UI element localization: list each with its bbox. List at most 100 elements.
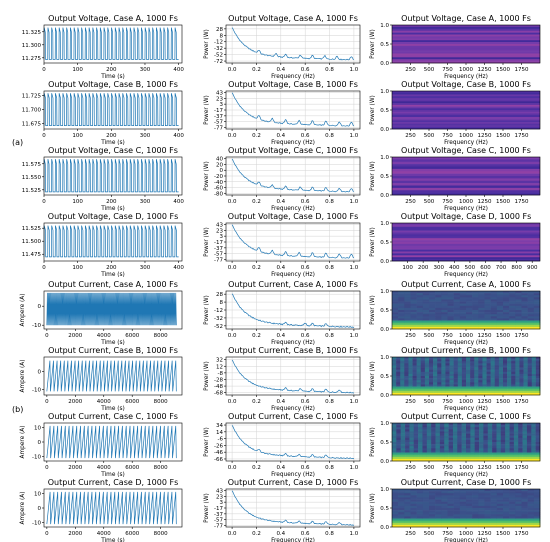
heatmap-cell [409, 448, 415, 451]
heatmap-cell [483, 446, 489, 449]
heatmap-cell [479, 435, 484, 439]
heatmap-cell [531, 446, 536, 449]
heatmap-cell [404, 501, 411, 505]
heatmap-cell [483, 439, 489, 443]
heatmap-cell [418, 433, 423, 436]
heatmap-cell [439, 423, 445, 426]
heatmap-cell [405, 423, 410, 426]
heatmap-cell [527, 324, 535, 328]
heatmap-cell [424, 376, 430, 379]
heatmap-cell [503, 489, 510, 492]
heatmap-cell [453, 503, 461, 507]
y-tick-label: 0.5 [380, 240, 389, 246]
heatmap-cell [533, 324, 541, 328]
heatmap-cell [470, 371, 475, 375]
heatmap-cell [461, 376, 467, 379]
heatmap-cell [409, 442, 415, 445]
x-tick-label: 0.6 [301, 531, 310, 537]
heatmap-cell [444, 448, 449, 451]
heatmap-cell [461, 369, 467, 373]
heatmap-cell [437, 371, 442, 375]
heatmap-cell [486, 376, 491, 379]
heatmap-cell [521, 291, 528, 294]
heatmap-cell [410, 516, 417, 519]
heatmap-cell [515, 524, 522, 528]
heatmap-cell [503, 314, 510, 317]
heatmap-cell [459, 491, 467, 494]
heatmap-band [392, 166, 540, 170]
heatmap-cell [457, 363, 463, 366]
heatmap-band [392, 230, 540, 233]
heatmap-cell [408, 388, 413, 392]
heatmap-cell [490, 386, 496, 389]
heatmap-cell [521, 312, 528, 315]
heatmap-cell [479, 423, 484, 426]
heatmap-cell [416, 293, 424, 296]
heatmap-cell [523, 392, 528, 396]
heatmap-cell [461, 371, 467, 375]
heatmap-cell [496, 454, 502, 458]
x-tick-label: 1750 [515, 531, 529, 537]
heatmap-cell [496, 448, 502, 451]
heatmap-band [392, 253, 540, 256]
heatmap-cell [453, 384, 459, 387]
x-tick-label: 6000 [125, 399, 139, 405]
heatmap-cell [410, 510, 417, 513]
heatmap-cell [416, 499, 424, 502]
heatmap-cell [509, 431, 515, 434]
heatmap-cell [429, 310, 436, 313]
heatmap-cell [527, 310, 535, 313]
heatmap-cell [503, 508, 510, 511]
heatmap-cell [422, 522, 430, 526]
heatmap-cell [474, 373, 479, 377]
heatmap-cell [521, 310, 528, 313]
heatmap-cell [505, 425, 510, 428]
heatmap-cell [521, 522, 528, 526]
heatmap-cell [398, 305, 405, 309]
heatmap-cell [433, 373, 438, 377]
heatmap-cell [431, 429, 436, 432]
heatmap-cell [449, 367, 454, 370]
heatmap-cell [531, 373, 537, 377]
heatmap-cell [490, 361, 496, 364]
heatmap-cell [396, 454, 402, 458]
heatmap-cell [412, 392, 417, 396]
heatmap-cell [416, 307, 424, 311]
heatmap-cell [404, 493, 411, 496]
heatmap-cell [515, 324, 522, 328]
x-tick-label: 1.0 [350, 333, 359, 339]
x-axis-label: Time (s) [100, 406, 125, 412]
heatmap-cell [474, 454, 480, 458]
heatmap-cell [490, 382, 496, 385]
heatmap-cell [416, 314, 424, 317]
heatmap-cell [410, 508, 417, 511]
heatmap-cell [453, 371, 459, 375]
heatmap-cell [449, 363, 454, 366]
heatmap-cell [435, 495, 442, 498]
heatmap-cell [416, 382, 422, 385]
heatmap-cell [413, 439, 419, 443]
x-tick-label: 1500 [496, 531, 510, 537]
heatmap-cell [515, 359, 520, 362]
heatmap-cell [418, 450, 423, 453]
heatmap-band [392, 183, 540, 186]
x-tick-label: 1.0 [350, 399, 359, 405]
heatmap-cell [404, 359, 409, 362]
heatmap-cell [413, 454, 419, 458]
heatmap-cell [429, 295, 436, 298]
heatmap-cell [515, 357, 520, 360]
heatmap-cell [535, 388, 541, 392]
heatmap-cell [418, 437, 423, 441]
heatmap-cell [472, 489, 479, 492]
heatmap-cell [445, 371, 450, 375]
subplot-13: Output Current, Case A, 1000 Fs0 2000 4000… [20, 280, 183, 346]
heatmap-cell [453, 291, 461, 294]
heatmap-cell [416, 297, 424, 300]
heatmap-cell [527, 305, 535, 309]
heatmap-cell [408, 357, 413, 360]
heatmap-cell [527, 326, 535, 330]
heatmap-cell [511, 361, 516, 364]
heatmap-cell [500, 452, 506, 455]
heatmap-cell [392, 505, 399, 509]
heatmap-cell [398, 320, 405, 323]
